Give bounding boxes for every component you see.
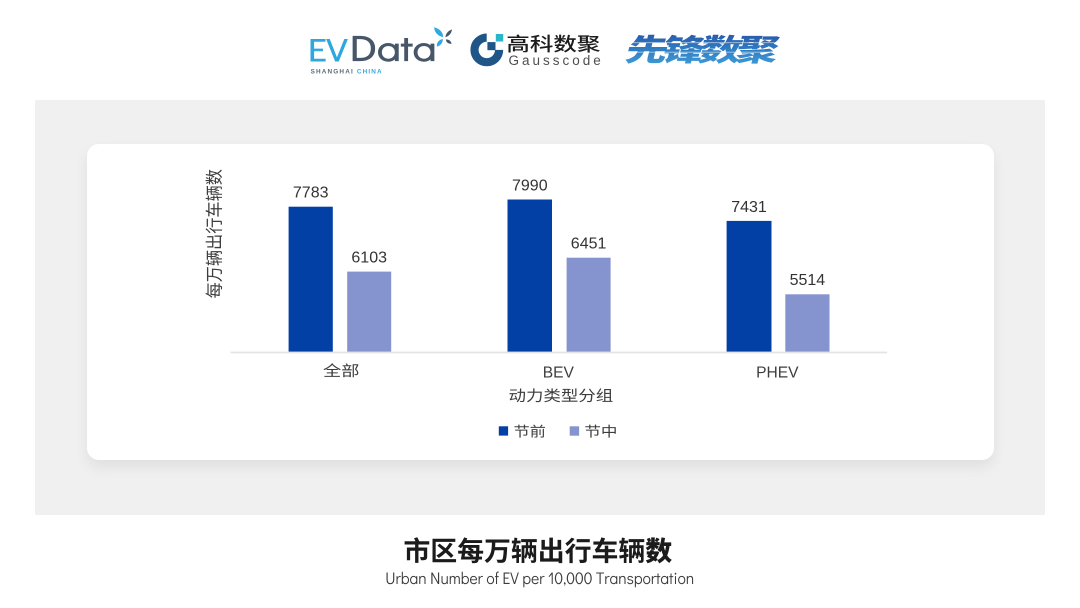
svg-text:Gausscode: Gausscode — [509, 53, 604, 68]
svg-text:SHANGHAI CHINA: SHANGHAI CHINA — [311, 68, 383, 75]
svg-text:5514: 5514 — [790, 272, 826, 289]
svg-text:7783: 7783 — [293, 185, 329, 202]
svg-text:7990: 7990 — [512, 177, 548, 194]
svg-text:BEV: BEV — [543, 365, 575, 382]
svg-text:PHEV: PHEV — [756, 365, 799, 382]
svg-text:6451: 6451 — [571, 236, 607, 253]
svg-text:6103: 6103 — [351, 250, 387, 267]
svg-text:7431: 7431 — [731, 199, 767, 216]
